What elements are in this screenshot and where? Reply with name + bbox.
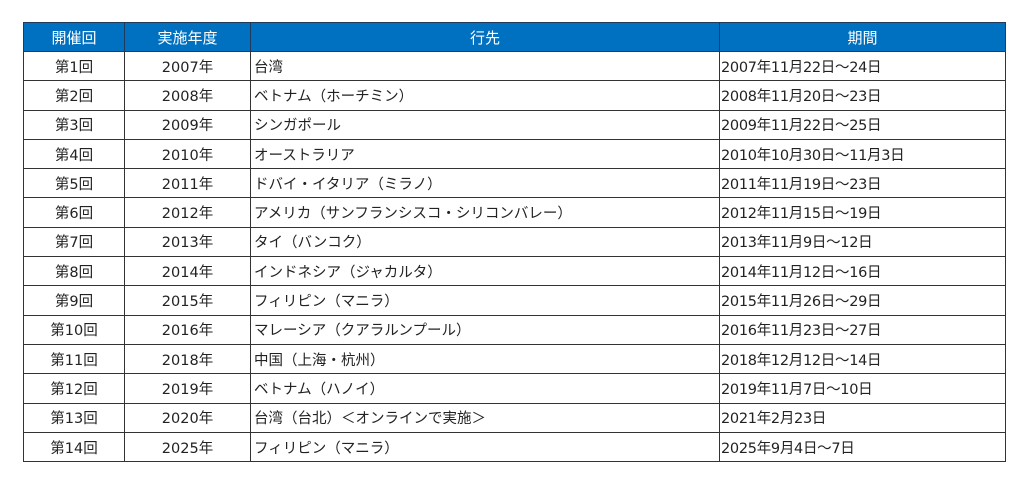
table-header-row: 開催回 実施年度 行先 期間 <box>23 22 1006 52</box>
table-row: 第7回 2013年 タイ（バンコク） 2013年11月9日～12日 <box>23 226 1006 258</box>
cell-destination: ベトナム（ホーチミン） <box>250 80 720 111</box>
cell-session: 第6回 <box>23 197 125 228</box>
table-row: 第14回 2025年 フィリピン（マニラ） 2025年9月4日～7日 <box>23 431 1006 463</box>
cell-session: 第3回 <box>23 109 125 140</box>
cell-period: 2018年12月12日～14日 <box>719 343 1006 375</box>
cell-destination: 台湾 <box>250 50 720 82</box>
header-period: 期間 <box>719 22 1006 52</box>
cell-year: 2019年 <box>124 373 251 404</box>
table-row: 第3回 2009年 シンガポール 2009年11月22日～25日 <box>23 109 1006 140</box>
cell-period: 2013年11月9日～12日 <box>719 226 1006 258</box>
table-row: 第10回 2016年 マレーシア（クアラルンプール） 2016年11月23日～27日 <box>23 314 1006 345</box>
cell-period: 2015年11月26日～29日 <box>719 285 1006 316</box>
cell-period: 2025年9月4日～7日 <box>719 431 1006 463</box>
table-row: 第8回 2014年 インドネシア（ジャカルタ） 2014年11月12日～16日 <box>23 256 1006 287</box>
cell-destination: ベトナム（ハノイ） <box>250 373 720 404</box>
cell-year: 2015年 <box>124 285 251 316</box>
cell-destination: フィリピン（マニラ） <box>250 285 720 316</box>
cell-session: 第2回 <box>23 80 125 111</box>
cell-year: 2016年 <box>124 314 251 345</box>
cell-year: 2007年 <box>124 50 251 82</box>
cell-period: 2016年11月23日～27日 <box>719 314 1006 345</box>
cell-period: 2010年10月30日～11月3日 <box>719 138 1006 170</box>
table-row: 第9回 2015年 フィリピン（マニラ） 2015年11月26日～29日 <box>23 285 1006 316</box>
cell-session: 第14回 <box>23 431 125 463</box>
cell-period: 2014年11月12日～16日 <box>719 256 1006 287</box>
cell-session: 第5回 <box>23 168 125 199</box>
cell-destination: タイ（バンコク） <box>250 226 720 258</box>
table-row: 第12回 2019年 ベトナム（ハノイ） 2019年11月7日～10日 <box>23 373 1006 404</box>
cell-session: 第9回 <box>23 285 125 316</box>
cell-year: 2014年 <box>124 256 251 287</box>
cell-session: 第8回 <box>23 256 125 287</box>
cell-destination: インドネシア（ジャカルタ） <box>250 256 720 287</box>
cell-destination: 台湾（台北）＜オンラインで実施＞ <box>250 402 720 433</box>
cell-destination: 中国（上海・杭州） <box>250 343 720 375</box>
cell-session: 第1回 <box>23 50 125 82</box>
cell-year: 2018年 <box>124 343 251 375</box>
cell-period: 2008年11月20日～23日 <box>719 80 1006 111</box>
cell-session: 第11回 <box>23 343 125 375</box>
cell-year: 2020年 <box>124 402 251 433</box>
cell-year: 2010年 <box>124 138 251 170</box>
trip-history-table: 開催回 実施年度 行先 期間 第1回 2007年 台湾 2007年11月22日～24日… <box>23 22 1006 463</box>
table-row: 第5回 2011年 ドバイ・イタリア（ミラノ） 2011年11月19日～23日 <box>23 168 1006 199</box>
table-row: 第2回 2008年 ベトナム（ホーチミン） 2008年11月20日～23日 <box>23 80 1006 111</box>
cell-session: 第10回 <box>23 314 125 345</box>
cell-year: 2012年 <box>124 197 251 228</box>
cell-period: 2009年11月22日～25日 <box>719 109 1006 140</box>
cell-year: 2011年 <box>124 168 251 199</box>
header-session: 開催回 <box>23 22 125 52</box>
table-row: 第6回 2012年 アメリカ（サンフランシスコ・シリコンバレー） 2012年11月15… <box>23 197 1006 228</box>
cell-destination: シンガポール <box>250 109 720 140</box>
header-destination: 行先 <box>250 22 720 52</box>
cell-destination: フィリピン（マニラ） <box>250 431 720 463</box>
table-row: 第13回 2020年 台湾（台北）＜オンラインで実施＞ 2021年2月23日 <box>23 402 1006 433</box>
cell-year: 2008年 <box>124 80 251 111</box>
cell-period: 2021年2月23日 <box>719 402 1006 433</box>
cell-year: 2009年 <box>124 109 251 140</box>
cell-period: 2007年11月22日～24日 <box>719 50 1006 82</box>
table-row: 第11回 2018年 中国（上海・杭州） 2018年12月12日～14日 <box>23 343 1006 375</box>
cell-session: 第7回 <box>23 226 125 258</box>
header-year: 実施年度 <box>124 22 251 52</box>
cell-session: 第13回 <box>23 402 125 433</box>
cell-destination: マレーシア（クアラルンプール） <box>250 314 720 345</box>
cell-period: 2019年11月7日～10日 <box>719 373 1006 404</box>
table-row: 第4回 2010年 オーストラリア 2010年10月30日～11月3日 <box>23 138 1006 170</box>
table-row: 第1回 2007年 台湾 2007年11月22日～24日 <box>23 50 1006 82</box>
cell-session: 第12回 <box>23 373 125 404</box>
cell-session: 第4回 <box>23 138 125 170</box>
cell-period: 2012年11月15日～19日 <box>719 197 1006 228</box>
cell-period: 2011年11月19日～23日 <box>719 168 1006 199</box>
cell-year: 2013年 <box>124 226 251 258</box>
cell-destination: オーストラリア <box>250 138 720 170</box>
cell-destination: ドバイ・イタリア（ミラノ） <box>250 168 720 199</box>
cell-destination: アメリカ（サンフランシスコ・シリコンバレー） <box>250 197 720 228</box>
cell-year: 2025年 <box>124 431 251 463</box>
